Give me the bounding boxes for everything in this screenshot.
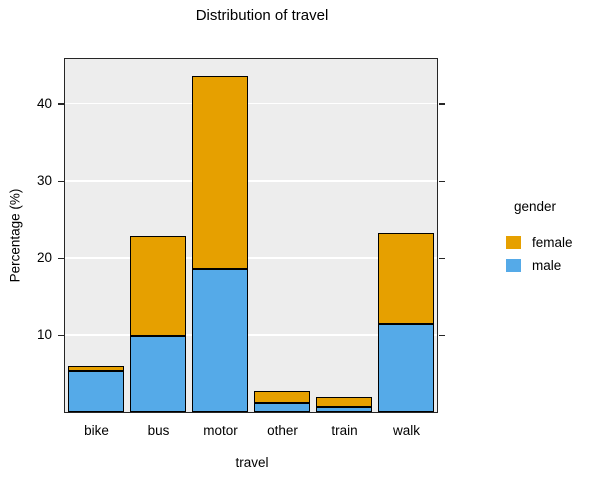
y-tick-label-10: 10 [36, 327, 52, 343]
y-tick-right-40 [439, 103, 445, 105]
x-tick-label-train: train [331, 423, 358, 438]
bar-segment-male-train [316, 407, 372, 412]
y-tick-left-20 [58, 257, 64, 260]
x-tick-label-other: other [267, 423, 298, 438]
y-tick-left-40 [58, 103, 64, 105]
bar-segment-male-walk [378, 324, 434, 412]
bar-segment-female-bus [130, 236, 186, 336]
legend-title: gender [514, 199, 557, 214]
chart-title: Distribution of travel [195, 7, 329, 24]
x-tick-label-bike: bike [84, 423, 109, 438]
bar-segment-male-bike [68, 371, 124, 412]
y-tick-right-10 [439, 334, 445, 337]
y-tick-label-30: 30 [36, 173, 52, 189]
bar-segment-male-other [254, 402, 310, 412]
gridline-20 [65, 257, 437, 259]
y-tick-left-30 [58, 180, 64, 183]
legend-item-male: male [506, 258, 573, 273]
bar-segment-female-bike [68, 365, 124, 372]
legend-item-female: female [506, 235, 573, 250]
plot-panel [64, 58, 438, 413]
x-axis-title: travel [235, 455, 269, 470]
bar-segment-male-bus [130, 335, 186, 412]
bar-segment-female-walk [378, 233, 434, 325]
x-tick-label-bus: bus [147, 423, 170, 438]
male-color-swatch [506, 259, 521, 272]
x-tick-label-motor: motor [203, 423, 238, 438]
gridline-30 [65, 180, 437, 182]
y-axis-title: Percentage (%) [7, 188, 23, 283]
legend-label-male: male [532, 258, 562, 273]
y-tick-left-10 [58, 334, 64, 337]
bar-segment-female-motor [192, 75, 248, 269]
y-tick-label-20: 20 [36, 250, 52, 266]
gridline-10 [65, 334, 437, 336]
x-tick-label-walk: walk [392, 423, 421, 438]
legend-label-female: female [532, 235, 573, 250]
y-tick-right-20 [439, 257, 445, 260]
bar-segment-male-motor [192, 268, 248, 412]
gridline-40 [65, 102, 437, 105]
y-tick-right-30 [439, 180, 445, 183]
legend: gender female male [506, 199, 573, 281]
bar-segment-female-train [316, 397, 372, 408]
female-color-swatch [506, 236, 521, 249]
y-tick-label-40: 40 [36, 96, 52, 112]
bar-segment-female-other [254, 391, 310, 403]
